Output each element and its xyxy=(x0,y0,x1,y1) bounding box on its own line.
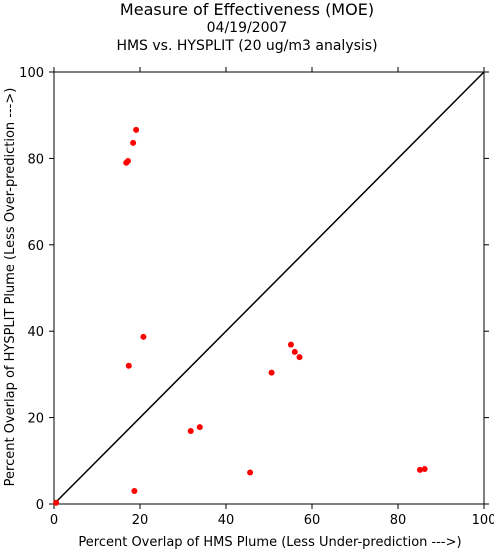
one-to-one-line xyxy=(53,71,485,505)
plot-area xyxy=(53,71,485,505)
data-point xyxy=(131,488,138,495)
data-point xyxy=(124,157,131,164)
y-axis-ticks: 0 20 40 60 80 100 xyxy=(19,66,489,513)
y-axis-label: Percent Overlap of HYSPLIT Plume (Less O… xyxy=(3,88,18,487)
x-tick-label: 80 xyxy=(390,513,407,528)
data-point xyxy=(196,424,203,431)
x-axis-ticks: 0 20 40 60 80 100 xyxy=(50,67,494,528)
x-tick-label: 40 xyxy=(218,513,235,528)
chart-title-block: Measure of Effectiveness (MOE) 04/19/200… xyxy=(0,0,494,55)
data-point xyxy=(296,354,303,361)
data-point xyxy=(247,469,254,476)
y-tick-label: 20 xyxy=(27,412,44,427)
y-tick-label: 0 xyxy=(36,498,44,513)
y-tick-label: 100 xyxy=(19,66,44,81)
data-point xyxy=(53,499,60,506)
data-point xyxy=(421,466,428,473)
data-point xyxy=(133,126,140,133)
y-tick-label: 40 xyxy=(27,325,44,340)
x-tick-label: 20 xyxy=(132,513,149,528)
chart-date: 04/19/2007 xyxy=(206,20,288,36)
data-point xyxy=(187,427,194,434)
data-point xyxy=(268,369,275,376)
y-tick-label: 80 xyxy=(27,152,44,167)
plot-frame xyxy=(53,71,485,505)
y-tick-label: 60 xyxy=(27,239,44,254)
data-point xyxy=(416,466,423,473)
chart-analysis-subtitle: HMS vs. HYSPLIT (20 ug/m3 analysis) xyxy=(116,38,378,54)
data-point xyxy=(140,333,147,340)
data-points xyxy=(53,126,428,506)
x-tick-label: 60 xyxy=(304,513,321,528)
x-axis-label: Percent Overlap of HMS Plume (Less Under… xyxy=(78,535,461,550)
data-point xyxy=(291,348,298,355)
data-point xyxy=(287,341,294,348)
x-tick-label: 0 xyxy=(50,513,58,528)
data-point xyxy=(130,139,137,146)
data-point xyxy=(125,362,132,369)
chart-title: Measure of Effectiveness (MOE) xyxy=(119,0,375,19)
x-tick-label: 100 xyxy=(472,513,494,528)
